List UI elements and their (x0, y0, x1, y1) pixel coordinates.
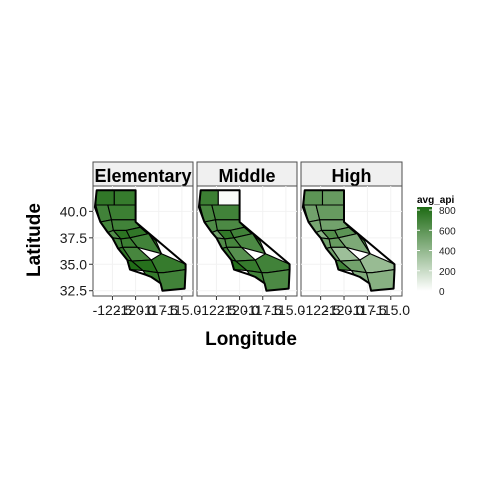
x-tick-label: -120.0 (116, 302, 156, 318)
y-tick-label: 35.0 (60, 256, 87, 272)
x-tick-label: -115.0 (371, 302, 410, 318)
map-region (217, 189, 241, 206)
state-outline (301, 189, 396, 292)
facet-strip-label: Middle (219, 166, 276, 186)
facet-strip (92, 161, 194, 187)
legend-title: avg_api (417, 195, 454, 206)
x-axis: Longitude (205, 329, 297, 350)
map-region (95, 189, 115, 206)
x-tick-label: -120.0 (220, 302, 260, 318)
x-tick-label: -120.0 (324, 302, 364, 318)
map-region (303, 189, 324, 206)
facet-strip (300, 161, 403, 187)
x-tick-label: -122.5 (301, 302, 341, 318)
x-tick-label: -117.5 (139, 302, 178, 318)
map-region (211, 204, 241, 221)
facet-strip-label: Elementary (94, 166, 191, 186)
facet-panels: Elementary-122.5-120.0-117.5-115.0Middle… (92, 161, 410, 318)
x-tick-label: -122.5 (197, 302, 237, 318)
legend-tick-label: 200 (439, 267, 456, 278)
facet-panel-middle: Middle -122.5-120.0-117.5-115.0 (196, 161, 306, 318)
y-axis-title: Latitude (24, 203, 45, 277)
facet-panel-high: High -122.5-120.0-117.5-115.0 (300, 161, 410, 318)
map-region (199, 189, 219, 206)
x-axis-title: Longitude (205, 329, 297, 350)
x-tick-label: -115.0 (163, 302, 202, 318)
y-tick-label: 40.0 (60, 203, 87, 219)
map-region (107, 204, 137, 221)
facet-strip-label: High (332, 166, 372, 186)
facet-strip (196, 161, 298, 187)
legend-colorbar (417, 207, 432, 291)
map-region (321, 189, 345, 206)
map-region (315, 204, 345, 221)
map-regions (199, 189, 291, 292)
legend-tick-label: 800 (439, 206, 456, 217)
color-legend: avg_api 800 600 400 200 0 (417, 195, 456, 298)
legend-tick-label: 400 (439, 247, 456, 258)
x-tick-label: -122.5 (93, 302, 133, 318)
x-tick-label: -117.5 (243, 302, 282, 318)
y-tick-label: 32.5 (60, 283, 87, 299)
state-outline (93, 189, 187, 292)
state-outline (197, 189, 291, 292)
legend-tick-label: 0 (439, 287, 445, 298)
y-axis: Latitude 40.0 37.5 35.0 32.5 (24, 203, 93, 299)
map-region (113, 189, 137, 206)
facet-panel-elementary: Elementary -122.5-120.0-117.5-115.0 (92, 161, 202, 318)
x-tick-label: -117.5 (348, 302, 387, 318)
map-regions (95, 189, 187, 292)
legend-tick-label: 600 (439, 226, 456, 237)
y-tick-label: 37.5 (60, 230, 87, 246)
x-tick-label: -115.0 (267, 302, 306, 318)
